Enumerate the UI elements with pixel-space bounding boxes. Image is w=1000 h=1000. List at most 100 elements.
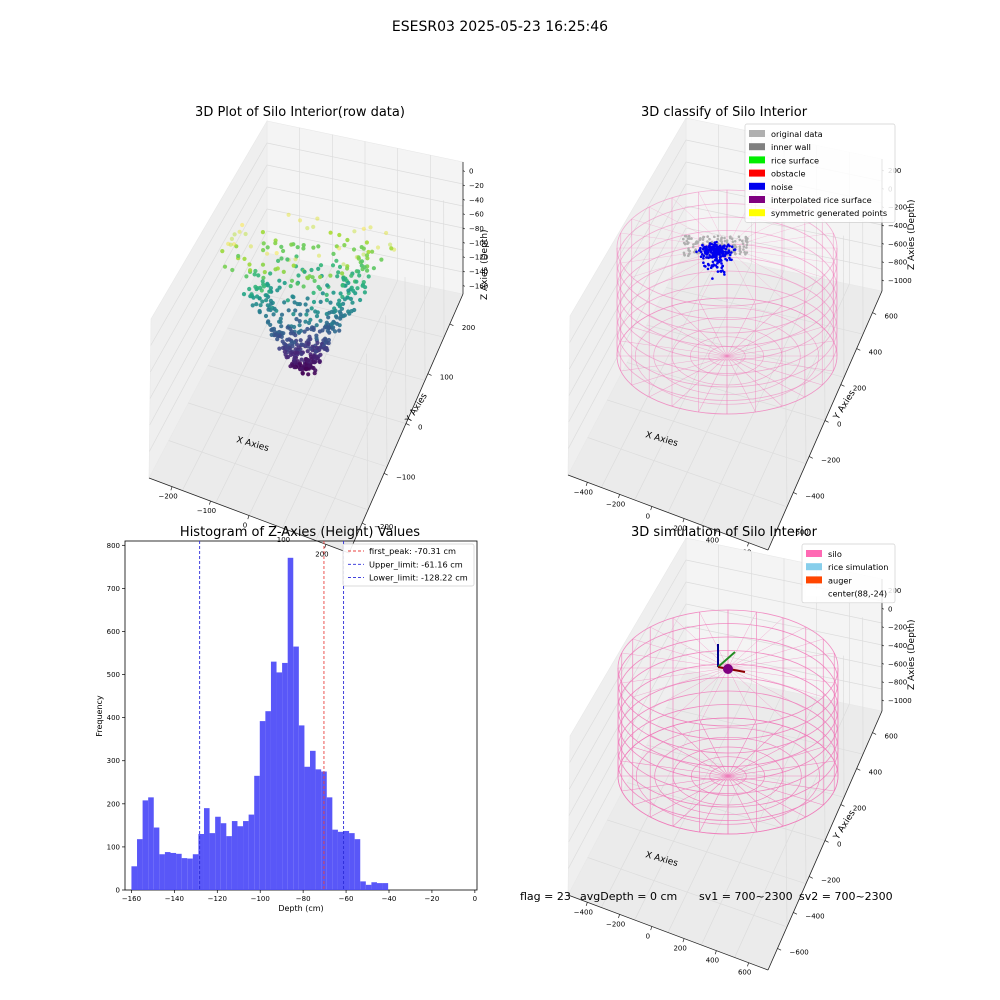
- axis-tick-label: −400: [574, 488, 593, 496]
- legend-label: original data: [771, 129, 823, 139]
- data-point: [230, 267, 235, 273]
- axis-line: [567, 894, 769, 971]
- legend-swatch: [749, 156, 765, 164]
- data-point: [296, 273, 301, 278]
- silo-spoke: [631, 326, 728, 357]
- noise-point: [716, 262, 719, 265]
- data-point: [306, 372, 311, 377]
- grid-line: [568, 625, 687, 843]
- data-point: [247, 262, 252, 267]
- data-point: [271, 312, 276, 317]
- data-point: [305, 296, 310, 301]
- legend-box: [342, 543, 475, 587]
- data-point: [279, 324, 284, 329]
- sv2-readout: sv2 = 700~2300: [799, 890, 893, 903]
- data-point: [340, 271, 345, 276]
- data-point: [220, 249, 225, 254]
- silo-spoke: [726, 247, 823, 278]
- sv1-readout: sv1 = 700~2300: [699, 890, 793, 903]
- data-point: [293, 347, 298, 352]
- legend-swatch: [806, 563, 822, 571]
- data-point: [256, 273, 261, 278]
- silo-spoke: [726, 232, 834, 249]
- noise-point: [710, 242, 713, 246]
- data-point: [282, 349, 287, 354]
- data-point: [268, 286, 273, 291]
- noise-point: [732, 248, 736, 252]
- data-point: [261, 241, 266, 246]
- histogram-bar: [270, 661, 277, 890]
- axis-tick: [881, 279, 884, 282]
- histogram-x-axis-label: Depth (cm): [278, 904, 323, 913]
- original-point: [685, 239, 689, 243]
- axis-tick-label: −800: [888, 259, 907, 267]
- axis-tick: [881, 626, 884, 628]
- data-point: [326, 315, 331, 320]
- grid-line: [569, 581, 687, 790]
- data-point: [333, 308, 338, 313]
- original-point: [682, 237, 685, 241]
- noise-point: [717, 246, 721, 249]
- data-point: [303, 366, 309, 371]
- noise-point: [723, 273, 726, 276]
- legend-label: symmetric generated points: [771, 208, 887, 218]
- data-point: [260, 279, 265, 284]
- silo-spoke: [649, 355, 728, 398]
- axis-tick: [881, 261, 884, 263]
- histogram-bar: [131, 866, 138, 890]
- data-point: [288, 284, 293, 289]
- data-point: [242, 256, 247, 261]
- noise-point: [725, 258, 729, 262]
- noise-point: [709, 248, 713, 252]
- axis-tick-label: 400: [706, 537, 719, 545]
- noise-point: [719, 255, 723, 258]
- axis-tick-label: 600: [738, 969, 751, 977]
- data-point: [337, 309, 342, 314]
- silo-spoke: [727, 667, 824, 698]
- data-point: [320, 328, 325, 333]
- noise-point: [722, 270, 726, 274]
- data-point: [260, 299, 265, 304]
- silo-spoke: [727, 719, 757, 777]
- silo-spoke: [671, 247, 728, 299]
- data-point: [302, 329, 307, 334]
- silo-spoke: [727, 611, 757, 669]
- axis-tick-label: −1000: [888, 697, 912, 705]
- axis-tick-label: −100: [469, 239, 488, 247]
- axis-tick: [462, 184, 465, 187]
- legend-label: interpolated rice surface: [771, 195, 872, 205]
- original-point: [720, 240, 723, 243]
- silo-spoke: [727, 667, 835, 684]
- data-point: [305, 349, 310, 354]
- data-point: [241, 292, 247, 297]
- simulation-3d-plot: 3D simulation of Silo Interior −400 −200 0…: [567, 525, 917, 977]
- axis-tick-label: −400: [805, 912, 824, 920]
- silo-spoke: [621, 760, 729, 777]
- axis-tick-label: 200: [673, 945, 686, 953]
- legend-label: center(88,-24): [828, 589, 887, 599]
- histogram-bar: [226, 836, 232, 890]
- grid-line: [150, 142, 268, 346]
- original-point: [687, 247, 690, 250]
- data-point: [265, 303, 270, 308]
- axis-tick-label: −100: [197, 507, 216, 515]
- data-point: [300, 370, 305, 375]
- noise-point: [699, 255, 703, 258]
- axis-tick: [462, 242, 465, 244]
- original-point: [716, 237, 720, 241]
- grid-line: [568, 205, 687, 423]
- x-tick-label: −100: [251, 895, 270, 903]
- data-point: [257, 296, 262, 301]
- data-point: [354, 279, 359, 284]
- data-point: [346, 288, 351, 293]
- data-point: [307, 334, 312, 339]
- simulation-legend: silo rice simulation auger center(88,-24): [801, 543, 896, 604]
- noise-point: [723, 244, 726, 247]
- data-point: [276, 258, 281, 263]
- axis-tick-label: −40: [469, 196, 484, 204]
- data-point: [328, 300, 333, 305]
- data-point: [271, 326, 277, 331]
- data-point: [324, 311, 329, 317]
- data-point: [360, 282, 366, 287]
- data-point: [324, 298, 329, 303]
